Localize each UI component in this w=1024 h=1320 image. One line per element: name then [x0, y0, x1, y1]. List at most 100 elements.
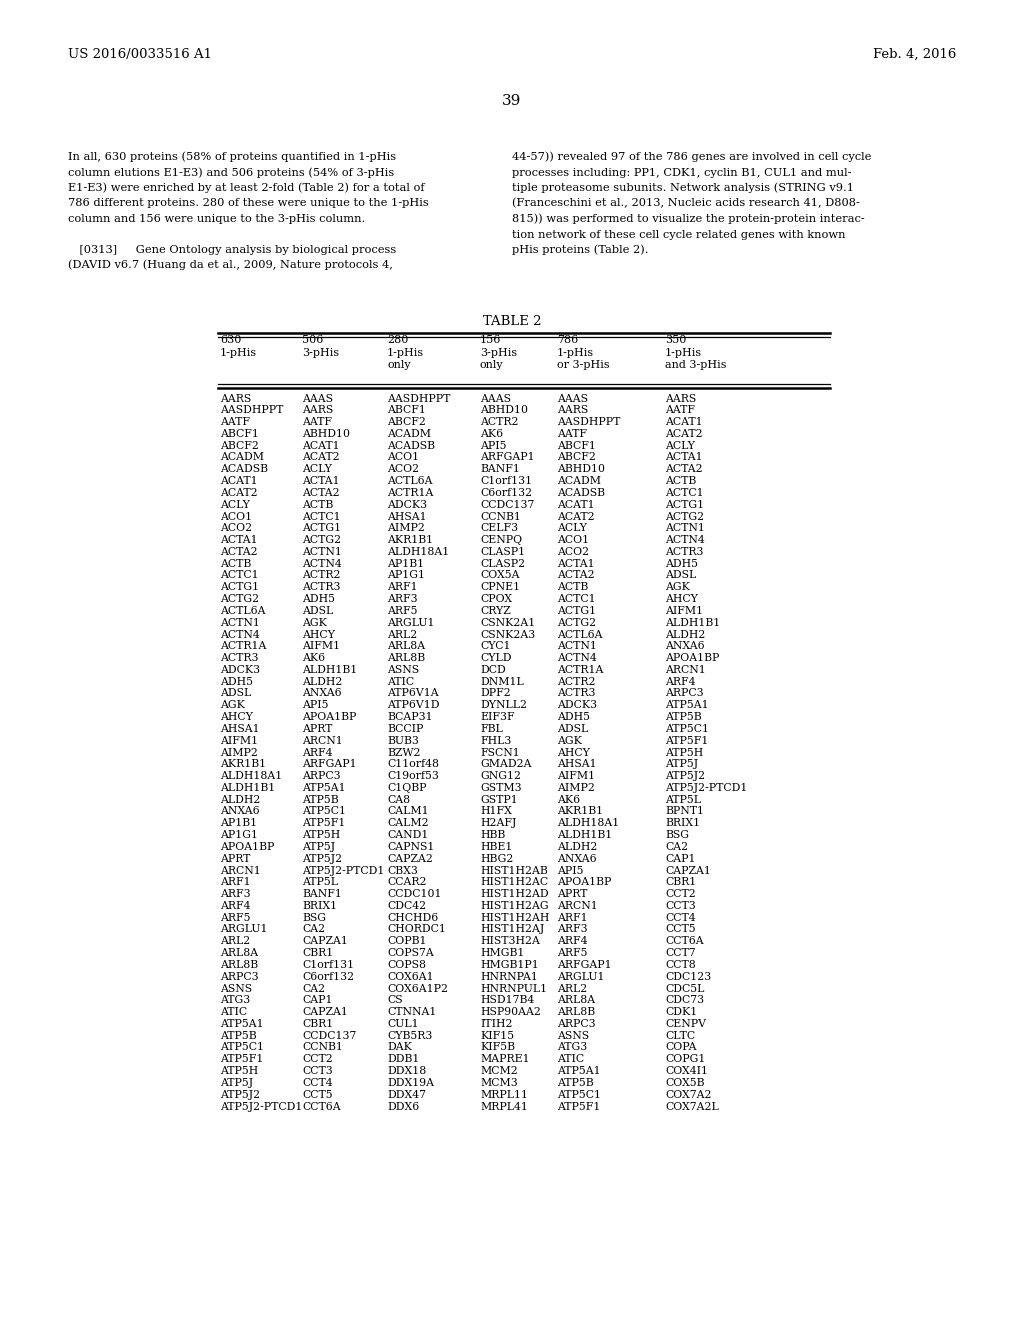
Text: ALDH2: ALDH2 [665, 630, 706, 639]
Text: BSG: BSG [665, 830, 689, 840]
Text: CLASP1: CLASP1 [480, 546, 525, 557]
Text: 630: 630 [220, 335, 242, 345]
Text: BCCIP: BCCIP [387, 723, 423, 734]
Text: C1orf131: C1orf131 [302, 960, 354, 970]
Text: ANXA6: ANXA6 [302, 689, 342, 698]
Text: ARL8A: ARL8A [387, 642, 425, 651]
Text: DDB1: DDB1 [387, 1055, 420, 1064]
Text: CPNE1: CPNE1 [480, 582, 520, 593]
Text: C1orf131: C1orf131 [480, 477, 532, 486]
Text: ACADSB: ACADSB [387, 441, 435, 450]
Text: 506: 506 [302, 335, 324, 345]
Text: APOA1BP: APOA1BP [557, 878, 611, 887]
Text: ACTR2: ACTR2 [480, 417, 518, 428]
Text: ACTN1: ACTN1 [665, 523, 705, 533]
Text: ACTR3: ACTR3 [665, 546, 703, 557]
Text: 3-pHis: 3-pHis [480, 347, 517, 358]
Text: ACO2: ACO2 [387, 465, 419, 474]
Text: BRIX1: BRIX1 [665, 818, 700, 829]
Text: ARFGAP1: ARFGAP1 [557, 960, 611, 970]
Text: AGK: AGK [557, 735, 582, 746]
Text: ATP5J2: ATP5J2 [220, 1090, 260, 1100]
Text: 1-pHis: 1-pHis [220, 347, 257, 358]
Text: COPA: COPA [665, 1043, 696, 1052]
Text: DNM1L: DNM1L [480, 677, 523, 686]
Text: ACTR2: ACTR2 [302, 570, 341, 581]
Text: ARGLU1: ARGLU1 [557, 972, 604, 982]
Text: ACTG2: ACTG2 [665, 511, 705, 521]
Text: DDX19A: DDX19A [387, 1078, 434, 1088]
Text: CCT8: CCT8 [665, 960, 695, 970]
Text: H2AFJ: H2AFJ [480, 818, 516, 829]
Text: ACTA2: ACTA2 [220, 546, 258, 557]
Text: DYNLL2: DYNLL2 [480, 701, 527, 710]
Text: CAP1: CAP1 [302, 995, 333, 1006]
Text: Feb. 4, 2016: Feb. 4, 2016 [872, 48, 956, 61]
Text: CSNK2A1: CSNK2A1 [480, 618, 536, 628]
Text: ABHD10: ABHD10 [302, 429, 350, 438]
Text: ARFGAP1: ARFGAP1 [302, 759, 356, 770]
Text: AASDHPPT: AASDHPPT [557, 417, 621, 428]
Text: ITIH2: ITIH2 [480, 1019, 512, 1028]
Text: HIST3H2A: HIST3H2A [480, 936, 540, 946]
Text: AASDHPPT: AASDHPPT [220, 405, 284, 416]
Text: AP1G1: AP1G1 [220, 830, 258, 840]
Text: ARCN1: ARCN1 [220, 866, 261, 875]
Text: CAND1: CAND1 [387, 830, 428, 840]
Text: AP1B1: AP1B1 [220, 818, 257, 829]
Text: 815)) was performed to visualize the protein-protein interac-: 815)) was performed to visualize the pro… [512, 214, 864, 224]
Text: ACTN4: ACTN4 [557, 653, 597, 663]
Text: ALDH1B1: ALDH1B1 [220, 783, 275, 793]
Text: CAPZA1: CAPZA1 [665, 866, 711, 875]
Text: COPB1: COPB1 [387, 936, 427, 946]
Text: ADH5: ADH5 [302, 594, 335, 605]
Text: ACTB: ACTB [220, 558, 251, 569]
Text: ACO2: ACO2 [220, 523, 252, 533]
Text: AIMP2: AIMP2 [557, 783, 595, 793]
Text: AARS: AARS [220, 393, 251, 404]
Text: ACTR1A: ACTR1A [557, 665, 603, 675]
Text: CYB5R3: CYB5R3 [387, 1031, 432, 1040]
Text: ARF4: ARF4 [665, 677, 695, 686]
Text: column elutions E1-E3) and 506 proteins (54% of 3-pHis: column elutions E1-E3) and 506 proteins … [68, 166, 394, 177]
Text: ABCF1: ABCF1 [557, 441, 596, 450]
Text: ACTA1: ACTA1 [302, 477, 340, 486]
Text: KIF15: KIF15 [480, 1031, 514, 1040]
Text: ACTR3: ACTR3 [220, 653, 258, 663]
Text: ARFGAP1: ARFGAP1 [480, 453, 535, 462]
Text: C6orf132: C6orf132 [480, 488, 532, 498]
Text: ALDH18A1: ALDH18A1 [557, 818, 620, 829]
Text: CCT2: CCT2 [302, 1055, 333, 1064]
Text: ADH5: ADH5 [220, 677, 253, 686]
Text: ATIC: ATIC [220, 1007, 247, 1018]
Text: CS: CS [387, 995, 402, 1006]
Text: APRT: APRT [302, 723, 333, 734]
Text: ACTG1: ACTG1 [302, 523, 341, 533]
Text: ARCN1: ARCN1 [302, 735, 343, 746]
Text: ACTA1: ACTA1 [665, 453, 702, 462]
Text: AARS: AARS [557, 405, 588, 416]
Text: In all, 630 proteins (58% of proteins quantified in 1-pHis: In all, 630 proteins (58% of proteins qu… [68, 152, 396, 162]
Text: ATP5F1: ATP5F1 [220, 1055, 263, 1064]
Text: ACTA1: ACTA1 [220, 535, 258, 545]
Text: ANXA6: ANXA6 [665, 642, 705, 651]
Text: ACTG2: ACTG2 [302, 535, 341, 545]
Text: ARF1: ARF1 [387, 582, 418, 593]
Text: ATP6V1D: ATP6V1D [387, 701, 439, 710]
Text: ACAT2: ACAT2 [665, 429, 702, 438]
Text: CBR1: CBR1 [302, 948, 333, 958]
Text: ACAT1: ACAT1 [302, 441, 340, 450]
Text: CRYZ: CRYZ [480, 606, 511, 616]
Text: ATP5C1: ATP5C1 [557, 1090, 601, 1100]
Text: CBX3: CBX3 [387, 866, 418, 875]
Text: C6orf132: C6orf132 [302, 972, 354, 982]
Text: ATP5B: ATP5B [557, 1078, 594, 1088]
Text: ACTN4: ACTN4 [220, 630, 260, 639]
Text: AIFM1: AIFM1 [557, 771, 595, 781]
Text: ATP5L: ATP5L [302, 878, 338, 887]
Text: 1-pHis: 1-pHis [387, 347, 424, 358]
Text: ATP5J: ATP5J [220, 1078, 253, 1088]
Text: CHORDC1: CHORDC1 [387, 924, 445, 935]
Text: CCDC137: CCDC137 [480, 500, 535, 510]
Text: AIFM1: AIFM1 [665, 606, 703, 616]
